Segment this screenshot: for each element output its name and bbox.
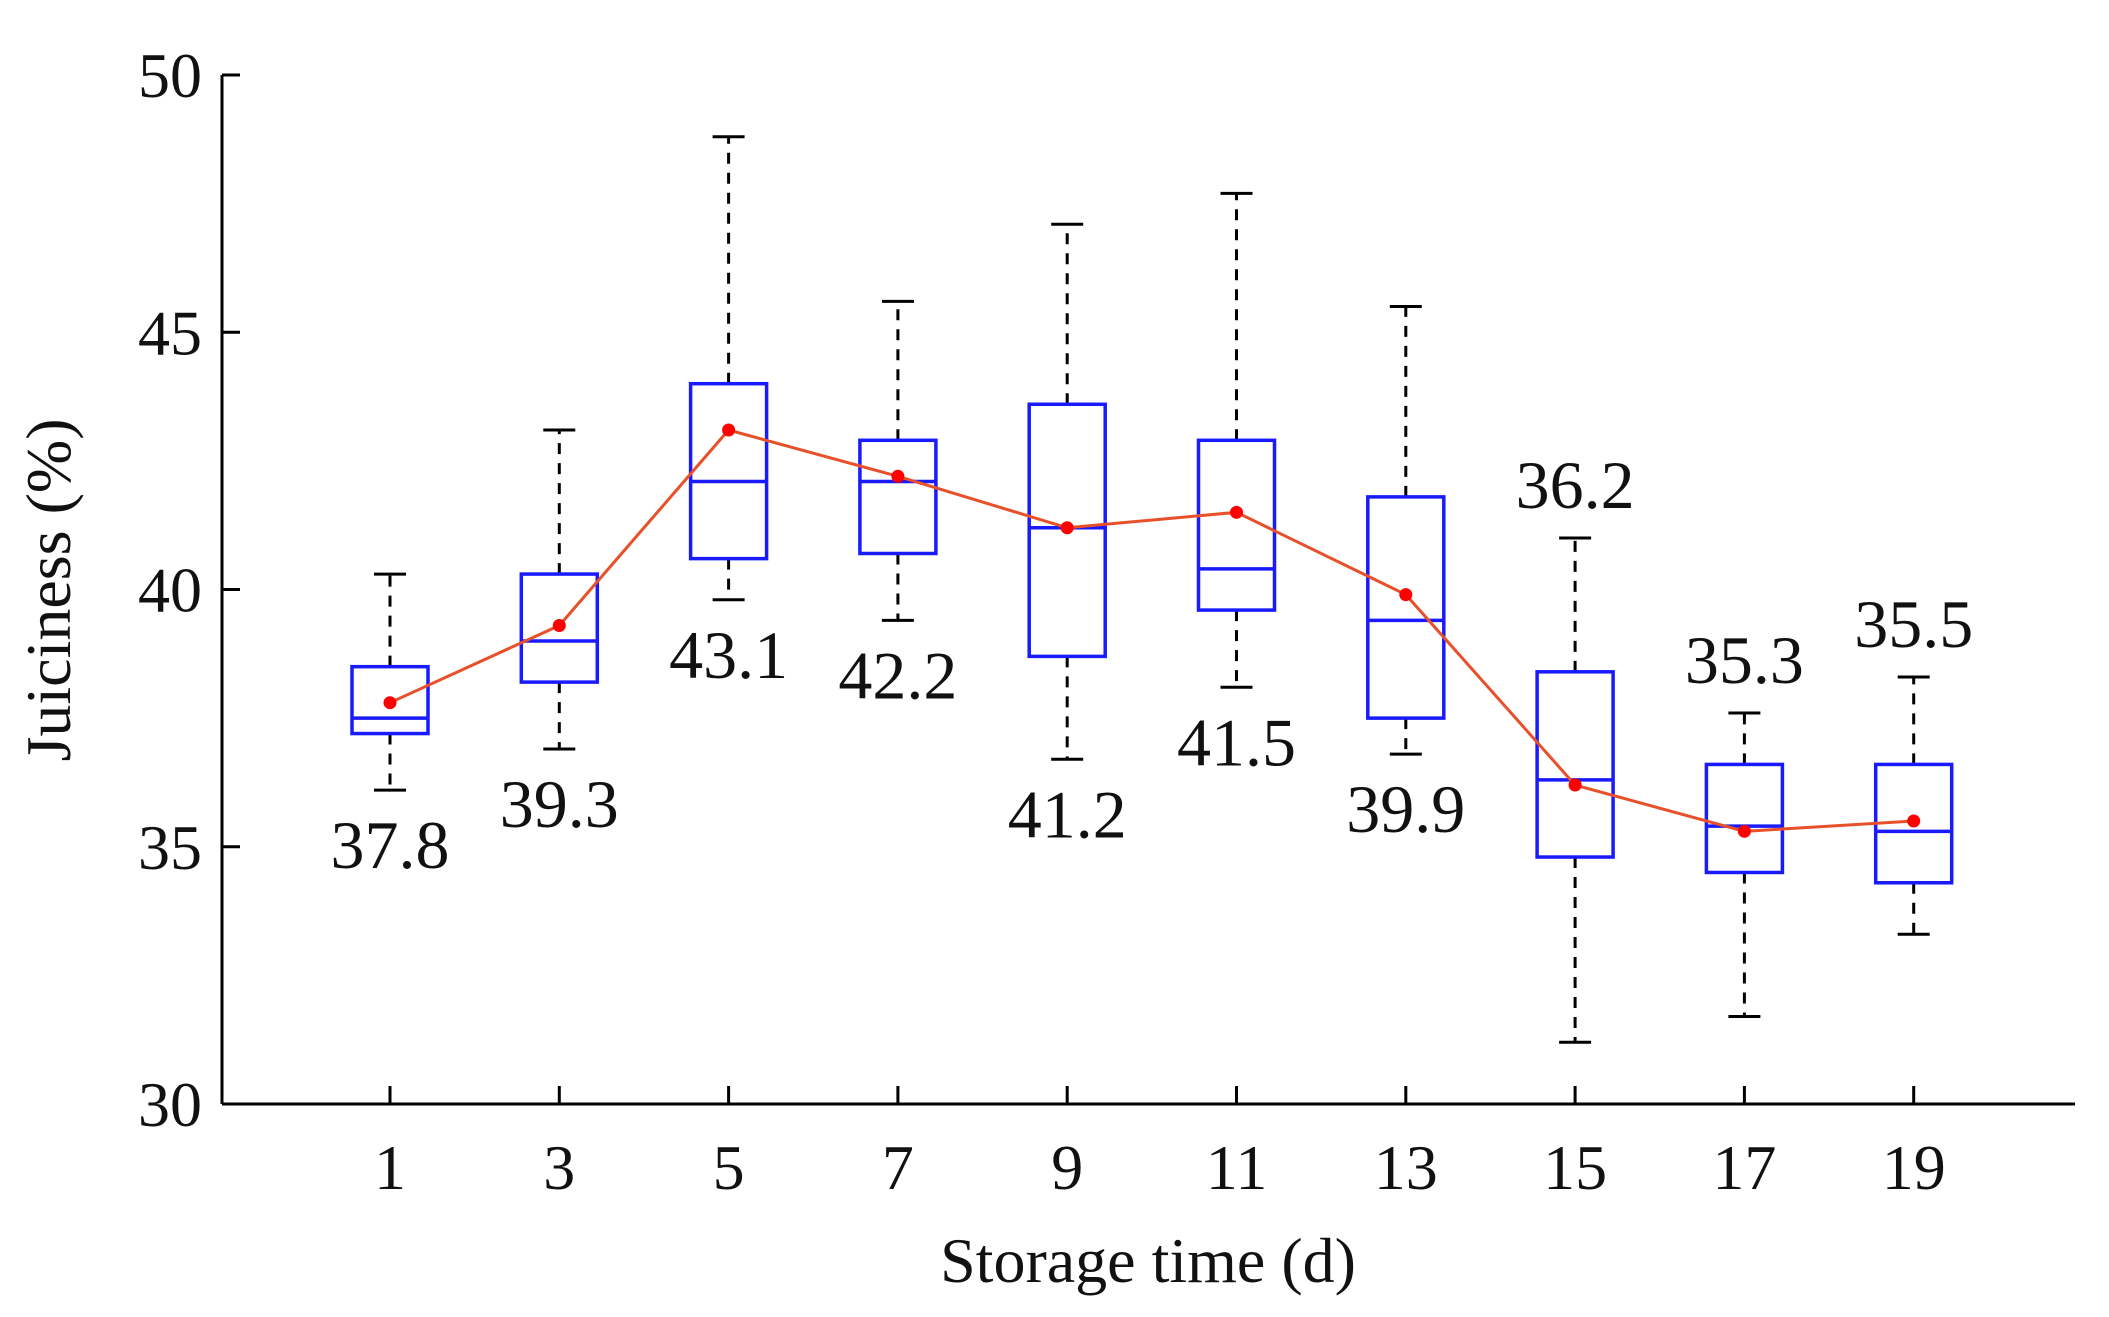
x-tick-label-19: 19 (1882, 1132, 1946, 1203)
data-label-1: 37.8 (331, 807, 450, 883)
iqr-box (1027, 402, 1107, 659)
data-label-9: 41.2 (1008, 776, 1127, 852)
data-label-17: 35.3 (1685, 622, 1804, 698)
x-tick-label-5: 5 (713, 1132, 745, 1203)
data-label-15: 36.2 (1516, 447, 1635, 523)
x-tick-label-15: 15 (1543, 1132, 1607, 1203)
mean-marker-15 (1568, 778, 1582, 792)
mean-marker-5 (722, 423, 736, 437)
x-tick-label-3: 3 (543, 1132, 575, 1203)
iqr-box (688, 381, 769, 561)
mean-marker-3 (552, 619, 566, 633)
mean-marker-11 (1230, 505, 1243, 519)
x-tick-label-17: 17 (1712, 1132, 1776, 1203)
iqr-box (1704, 762, 1785, 875)
iqr-box (1535, 670, 1615, 859)
mean-line (389, 428, 1914, 833)
data-label-13: 39.9 (1346, 771, 1465, 847)
x-tick-label-11: 11 (1206, 1132, 1268, 1203)
box-group-19 (1873, 675, 1954, 936)
x-ticks: 1 3 5 7 9 11 13 15 17 19 (374, 1086, 1946, 1203)
y-tick-label-30: 30 (138, 1069, 202, 1140)
y-tick-label-45: 45 (138, 297, 202, 368)
box-group-5 (688, 135, 769, 602)
mean-marker-17 (1737, 824, 1751, 838)
x-axis-title: Storage time (d) (940, 1225, 1356, 1296)
data-labels: 37.8 39.3 43.1 42.2 41.2 41.5 39.9 36.2 35.3 35.5 (331, 447, 1974, 883)
box-group-3 (519, 428, 600, 751)
data-label-5: 43.1 (669, 617, 788, 693)
iqr-box (858, 438, 938, 556)
box-group-7 (858, 299, 938, 622)
mean-marker-1 (383, 696, 397, 710)
iqr-box (1366, 495, 1446, 720)
x-tick-label-9: 9 (1051, 1132, 1083, 1203)
x-tick-label-1: 1 (374, 1132, 406, 1203)
mean-marker-19 (1907, 814, 1921, 828)
x-tick-label-13: 13 (1374, 1132, 1438, 1203)
iqr-box (519, 572, 600, 684)
y-ticks: 30 35 40 45 50 (138, 40, 240, 1140)
mean-series (383, 423, 1921, 838)
boxes (350, 135, 1954, 1044)
box-group-1 (350, 572, 430, 792)
mean-marker-7 (891, 469, 905, 483)
iqr-box (1196, 438, 1277, 612)
box-group-17 (1704, 711, 1785, 1019)
box-group-9 (1027, 222, 1107, 761)
y-tick-label-40: 40 (138, 555, 202, 626)
data-label-11: 41.5 (1177, 704, 1296, 780)
data-label-3: 39.3 (500, 766, 619, 842)
data-label-19: 35.5 (1854, 586, 1973, 662)
x-tick-label-7: 7 (882, 1132, 914, 1203)
mean-marker-9 (1060, 521, 1074, 535)
y-tick-label-50: 50 (138, 40, 202, 111)
y-axis-title: Juiciness (%) (13, 418, 84, 761)
y-tick-label-35: 35 (138, 812, 202, 883)
data-label-7: 42.2 (838, 637, 957, 713)
mean-marker-13 (1399, 588, 1413, 602)
iqr-box (350, 664, 430, 736)
box-group-11 (1196, 191, 1277, 689)
axes (220, 75, 2075, 1106)
box-group-13 (1366, 305, 1446, 756)
